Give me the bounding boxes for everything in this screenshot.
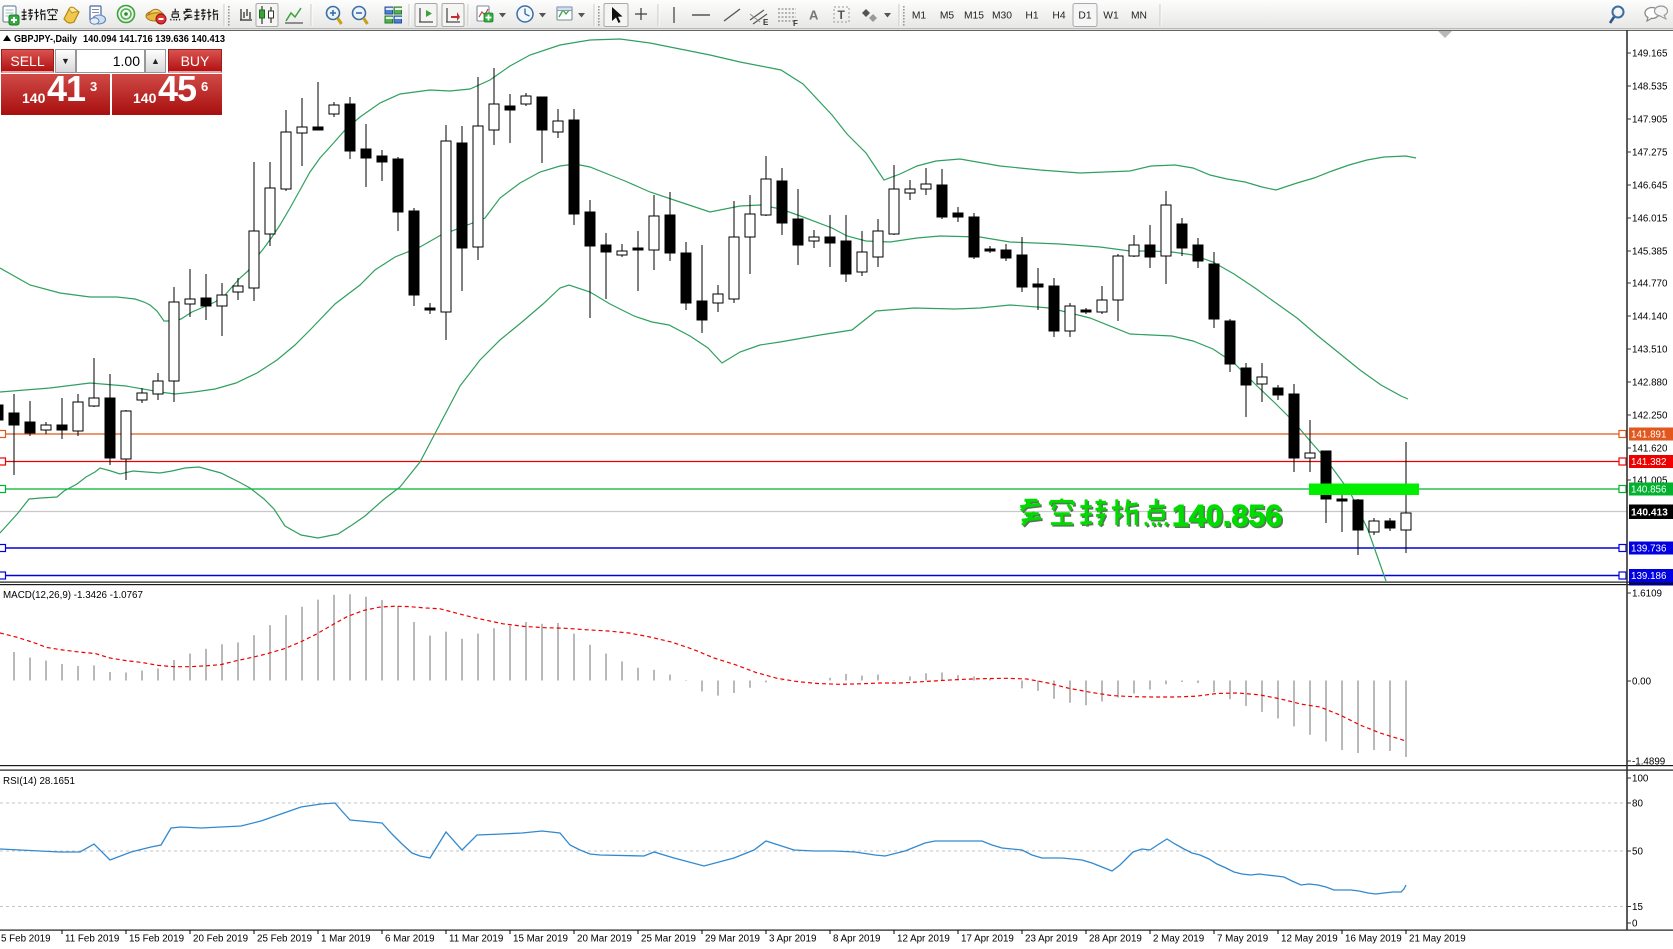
svg-text:145.385: 145.385 [1632, 247, 1668, 258]
svg-text:M5: M5 [940, 11, 955, 22]
svg-text:E: E [763, 18, 769, 27]
svg-text:2 May 2019: 2 May 2019 [1153, 934, 1204, 945]
svg-text:15 Feb 2019: 15 Feb 2019 [129, 934, 184, 945]
svg-text:25 Mar 2019: 25 Mar 2019 [641, 934, 696, 945]
svg-text:T: T [838, 8, 846, 22]
svg-text:-1.4899: -1.4899 [1632, 757, 1665, 768]
svg-text:20 Mar 2019: 20 Mar 2019 [577, 934, 632, 945]
svg-text:20 Feb 2019: 20 Feb 2019 [193, 934, 248, 945]
svg-text:D1: D1 [1078, 11, 1091, 22]
svg-text:141.005: 141.005 [1632, 476, 1668, 487]
svg-text:15: 15 [1632, 902, 1643, 913]
svg-text:M15: M15 [964, 11, 984, 22]
svg-text:6 Mar 2019: 6 Mar 2019 [385, 934, 435, 945]
svg-text:146.645: 146.645 [1632, 181, 1668, 192]
svg-text:139.736: 139.736 [1631, 544, 1667, 555]
svg-text:149.165: 149.165 [1632, 49, 1668, 60]
svg-text:28 Apr 2019: 28 Apr 2019 [1089, 934, 1142, 945]
svg-text:0.00: 0.00 [1632, 677, 1652, 688]
svg-text:23 Apr 2019: 23 Apr 2019 [1025, 934, 1078, 945]
svg-text:29 Mar 2019: 29 Mar 2019 [705, 934, 760, 945]
svg-text:A: A [809, 8, 819, 23]
svg-text:146.015: 146.015 [1632, 214, 1668, 225]
svg-text:RSI(14) 28.1651: RSI(14) 28.1651 [3, 776, 75, 787]
svg-text:144.770: 144.770 [1632, 279, 1668, 290]
svg-text:W1: W1 [1103, 11, 1119, 22]
svg-text:7 May 2019: 7 May 2019 [1217, 934, 1268, 945]
svg-text:12 May 2019: 12 May 2019 [1281, 934, 1338, 945]
svg-text:141.620: 141.620 [1632, 444, 1668, 455]
svg-text:25 Feb 2019: 25 Feb 2019 [257, 934, 312, 945]
svg-text:144.140: 144.140 [1632, 312, 1668, 323]
svg-text:140.856: 140.856 [1172, 499, 1282, 533]
svg-text:3 Apr 2019: 3 Apr 2019 [769, 934, 816, 945]
svg-text:H4: H4 [1052, 11, 1065, 22]
svg-text:M1: M1 [912, 11, 927, 22]
svg-text:140.856: 140.856 [1631, 485, 1667, 496]
svg-text:140.856: 140.856 [1174, 501, 1284, 535]
svg-text:MN: MN [1131, 11, 1147, 22]
svg-text:147.905: 147.905 [1632, 115, 1668, 126]
svg-text:15 Mar 2019: 15 Mar 2019 [513, 934, 568, 945]
svg-text:11 Mar 2019: 11 Mar 2019 [449, 934, 503, 945]
svg-text:11 Feb 2019: 11 Feb 2019 [65, 934, 119, 945]
svg-text:147.275: 147.275 [1632, 148, 1668, 159]
svg-text:17 Apr 2019: 17 Apr 2019 [961, 934, 1014, 945]
svg-text:F: F [793, 19, 798, 28]
svg-text:142.250: 142.250 [1632, 411, 1668, 422]
svg-text:100: 100 [1632, 774, 1649, 785]
svg-text:139.186: 139.186 [1631, 571, 1667, 582]
svg-text:H1: H1 [1025, 11, 1038, 22]
svg-text:12 Apr 2019: 12 Apr 2019 [897, 934, 950, 945]
svg-text:MACD(12,26,9) -1.3426 -1.0767: MACD(12,26,9) -1.3426 -1.0767 [3, 590, 143, 601]
svg-text:0: 0 [1632, 919, 1638, 930]
svg-text:148.535: 148.535 [1632, 82, 1668, 93]
svg-text:143.510: 143.510 [1632, 345, 1668, 356]
svg-text:141.382: 141.382 [1631, 457, 1666, 468]
svg-text:8 Apr 2019: 8 Apr 2019 [833, 934, 880, 945]
svg-text:16 May 2019: 16 May 2019 [1345, 934, 1402, 945]
svg-text:80: 80 [1632, 799, 1643, 810]
svg-text:5 Feb 2019: 5 Feb 2019 [1, 934, 51, 945]
svg-text:21 May 2019: 21 May 2019 [1409, 934, 1466, 945]
svg-text:140.413: 140.413 [1631, 508, 1668, 519]
svg-text:1.6109: 1.6109 [1632, 589, 1662, 600]
svg-text:50: 50 [1632, 847, 1643, 858]
svg-text:M30: M30 [992, 11, 1012, 22]
svg-text:142.880: 142.880 [1632, 378, 1668, 389]
svg-text:1 Mar 2019: 1 Mar 2019 [321, 934, 371, 945]
svg-text:141.891: 141.891 [1631, 430, 1666, 441]
